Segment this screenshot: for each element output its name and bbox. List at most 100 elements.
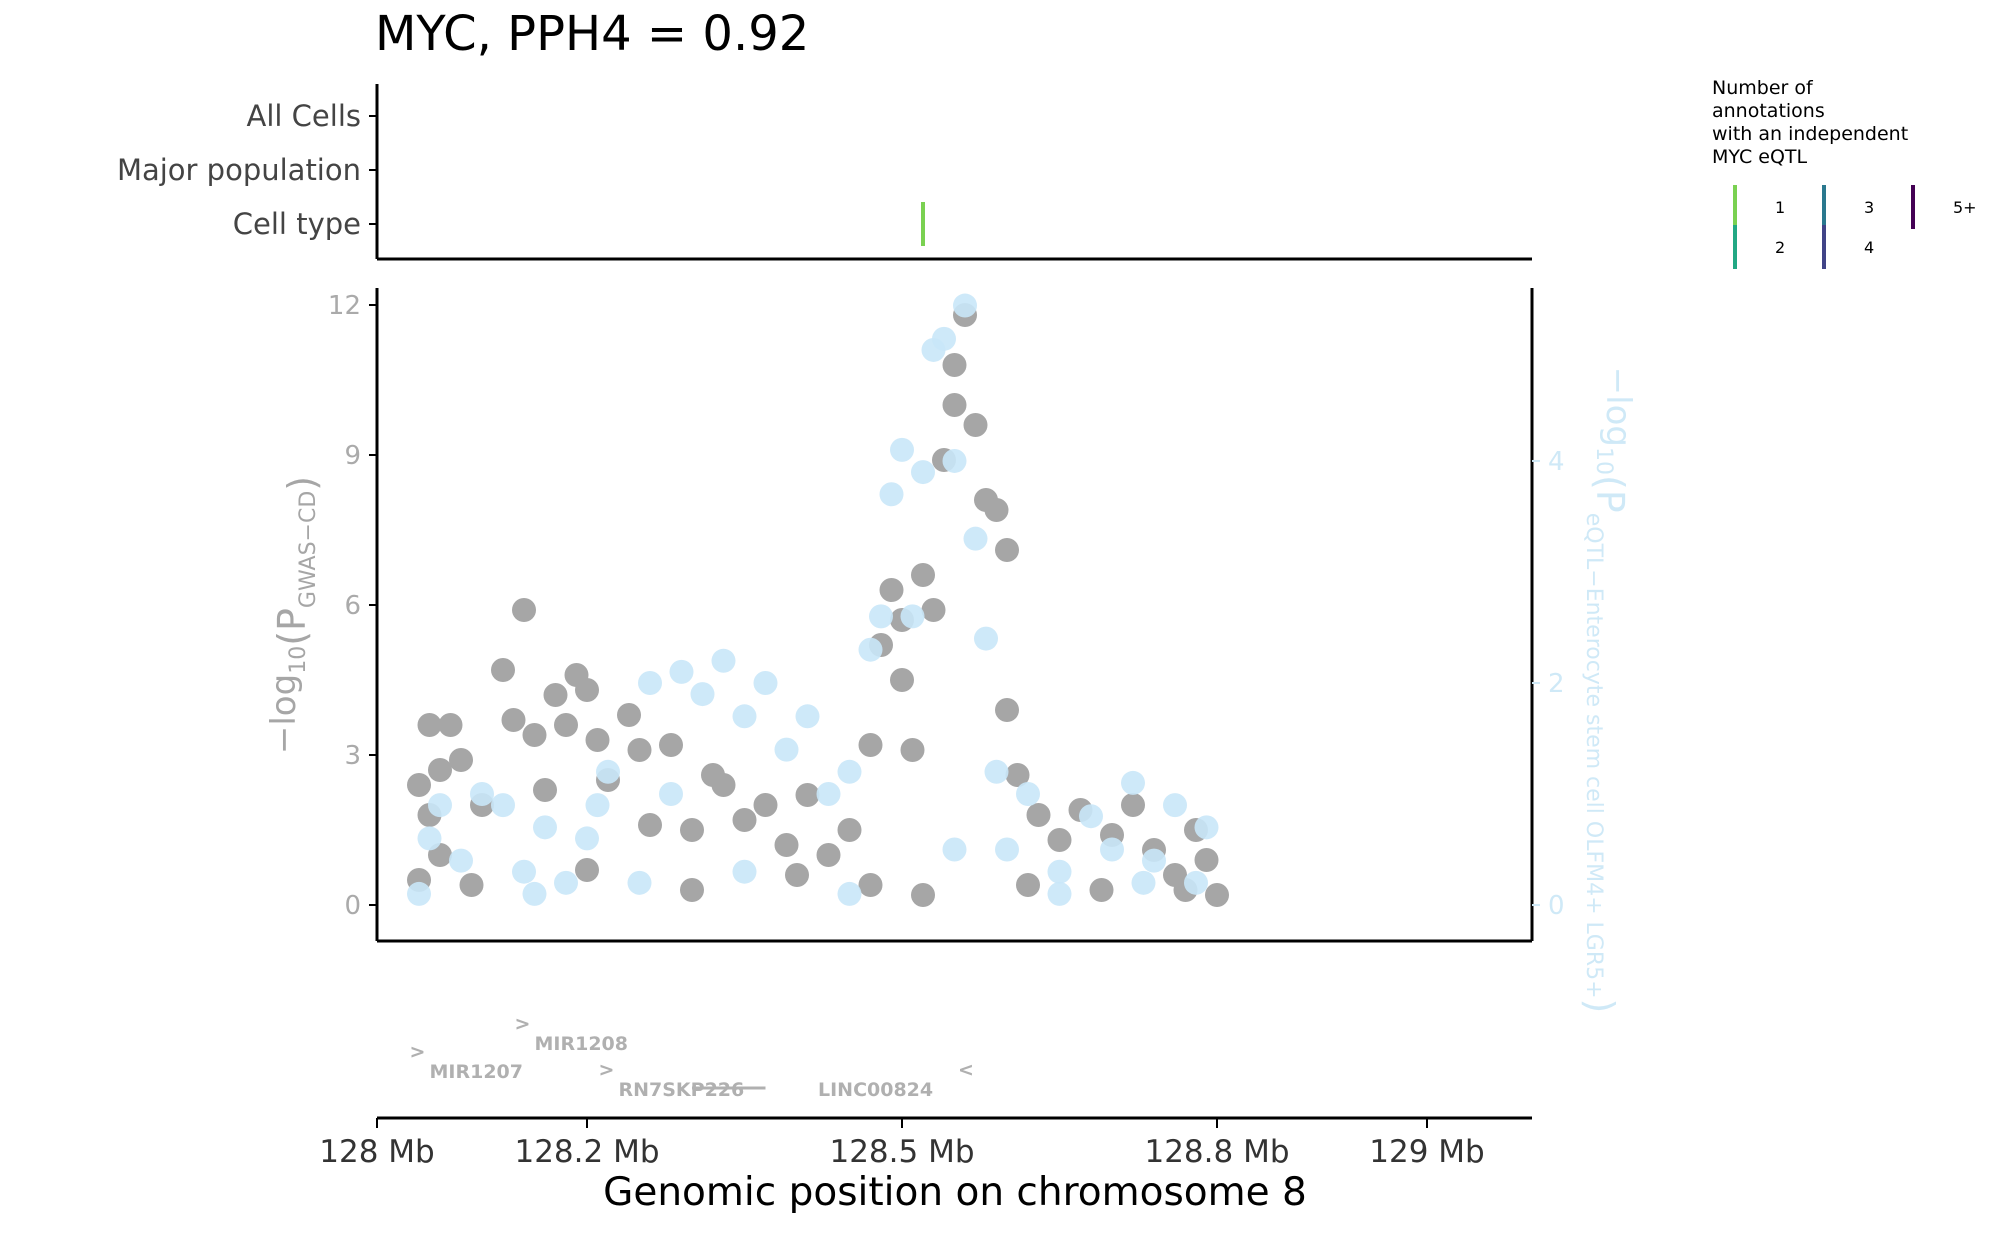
eqtl-point bbox=[753, 670, 778, 695]
eqtl-point bbox=[417, 826, 442, 851]
x-axis-title: Genomic position on chromosome 8 bbox=[603, 1170, 1307, 1215]
gwas-point bbox=[816, 843, 841, 867]
gwas-point bbox=[1047, 828, 1072, 852]
track-row-label: All Cells bbox=[247, 99, 362, 133]
gwas-point bbox=[638, 813, 662, 837]
gwas-point bbox=[501, 708, 526, 732]
gwas-point bbox=[680, 878, 704, 902]
legend-key-label: 4 bbox=[1864, 238, 1874, 257]
eqtl-point bbox=[585, 793, 610, 818]
gwas-point bbox=[774, 833, 799, 857]
gwas-point bbox=[963, 413, 988, 437]
x-tick-label: 128 Mb bbox=[319, 1134, 434, 1170]
eqtl-point bbox=[984, 759, 1009, 784]
eqtl-point bbox=[1047, 859, 1072, 884]
eqtl-point bbox=[554, 870, 578, 895]
eqtl-point bbox=[1131, 870, 1156, 895]
eqtl-point bbox=[1100, 837, 1124, 862]
gwas-point bbox=[911, 883, 935, 907]
gwas-point bbox=[617, 703, 641, 727]
gwas-point bbox=[1089, 878, 1114, 902]
x-tick-label: 128.5 Mb bbox=[829, 1134, 974, 1170]
gwas-point bbox=[627, 738, 652, 762]
gwas-point bbox=[984, 498, 1009, 522]
gwas-point bbox=[575, 678, 599, 702]
y-tick-label-left: 6 bbox=[344, 591, 361, 621]
gwas-point bbox=[407, 773, 431, 797]
gwas-point bbox=[711, 773, 736, 797]
eqtl-point bbox=[1121, 770, 1145, 795]
y-tick-label-right: 2 bbox=[1548, 669, 1565, 699]
eqtl-point bbox=[974, 626, 998, 651]
eqtl-point bbox=[1184, 870, 1208, 895]
gwas-point bbox=[900, 738, 925, 762]
track-row-label: Cell type bbox=[233, 207, 361, 241]
eqtl-point bbox=[659, 782, 683, 807]
eqtl-point bbox=[522, 881, 547, 906]
gwas-point bbox=[837, 818, 862, 842]
eqtl-point bbox=[995, 837, 1019, 862]
legend-key-label: 5+ bbox=[1953, 198, 1977, 217]
eqtl-point bbox=[512, 859, 536, 884]
y-tick-label-left: 0 bbox=[344, 891, 361, 921]
eqtl-point bbox=[942, 837, 967, 862]
legend-key-label: 1 bbox=[1775, 198, 1785, 217]
gwas-point bbox=[1194, 848, 1219, 872]
gwas-point bbox=[438, 713, 463, 737]
gwas-point bbox=[879, 578, 904, 602]
legend-title-line: Number of bbox=[1712, 77, 1814, 99]
gene-strand-arrow: < bbox=[958, 1059, 974, 1081]
eqtl-point bbox=[690, 682, 715, 707]
gwas-point bbox=[890, 668, 914, 692]
gwas-point bbox=[554, 713, 578, 737]
gwas-point bbox=[575, 858, 599, 882]
y-axis-label-right: −log10(PeQTL−Enterocyte stem cell OLFM4+… bbox=[1578, 367, 1638, 1014]
y-tick-label-right: 4 bbox=[1548, 447, 1565, 477]
eqtl-point bbox=[407, 881, 431, 906]
eqtl-point bbox=[1047, 881, 1072, 906]
eqtl-point bbox=[816, 782, 841, 807]
gwas-point bbox=[1205, 883, 1229, 907]
gwas-point bbox=[417, 713, 442, 737]
eqtl-point bbox=[470, 782, 494, 807]
eqtl-point bbox=[953, 293, 977, 318]
gwas-point bbox=[858, 733, 883, 757]
eqtl-point bbox=[1163, 793, 1187, 818]
eqtl-point bbox=[575, 826, 599, 851]
annotation-track: All Cells Major population Cell type bbox=[117, 84, 1532, 261]
legend-title-line: MYC eQTL bbox=[1712, 146, 1808, 168]
eqtl-point bbox=[428, 793, 452, 818]
gwas-point bbox=[921, 598, 946, 622]
gwas-point bbox=[512, 598, 536, 622]
eqtl-point bbox=[732, 859, 757, 884]
gwas-point bbox=[995, 698, 1019, 722]
gwas-point bbox=[911, 563, 935, 587]
gwas-point bbox=[1026, 803, 1051, 827]
x-tick-label: 128.8 Mb bbox=[1144, 1134, 1289, 1170]
eqtl-point bbox=[879, 482, 904, 507]
y-tick-label-right: 0 bbox=[1548, 891, 1565, 921]
eqtl-point bbox=[890, 437, 914, 462]
gwas-point bbox=[785, 863, 809, 887]
gwas-point bbox=[732, 808, 757, 832]
gene-label: LINC00824 bbox=[818, 1079, 933, 1101]
eqtl-point bbox=[596, 759, 620, 784]
eqtl-point bbox=[837, 759, 862, 784]
eqtl-point bbox=[732, 704, 757, 729]
eqtl-point bbox=[669, 659, 694, 684]
gwas-point bbox=[942, 353, 967, 377]
legend-key-label: 3 bbox=[1864, 198, 1874, 217]
gene-strand-arrow: > bbox=[515, 1013, 531, 1035]
eqtl-point bbox=[627, 870, 652, 895]
gene-track: MIR1207> MIR1208>RN7SKP226>LINC00824< 128… bbox=[319, 1013, 1532, 1215]
chart-title: MYC, PPH4 = 0.92 bbox=[375, 6, 809, 62]
eqtl-point bbox=[1194, 815, 1219, 840]
eqtl-point bbox=[858, 637, 883, 662]
y-tick-label-left: 3 bbox=[344, 741, 361, 771]
gwas-point bbox=[428, 758, 452, 782]
gwas-point bbox=[858, 873, 883, 897]
eqtl-point bbox=[774, 737, 799, 762]
gwas-point bbox=[449, 748, 473, 772]
